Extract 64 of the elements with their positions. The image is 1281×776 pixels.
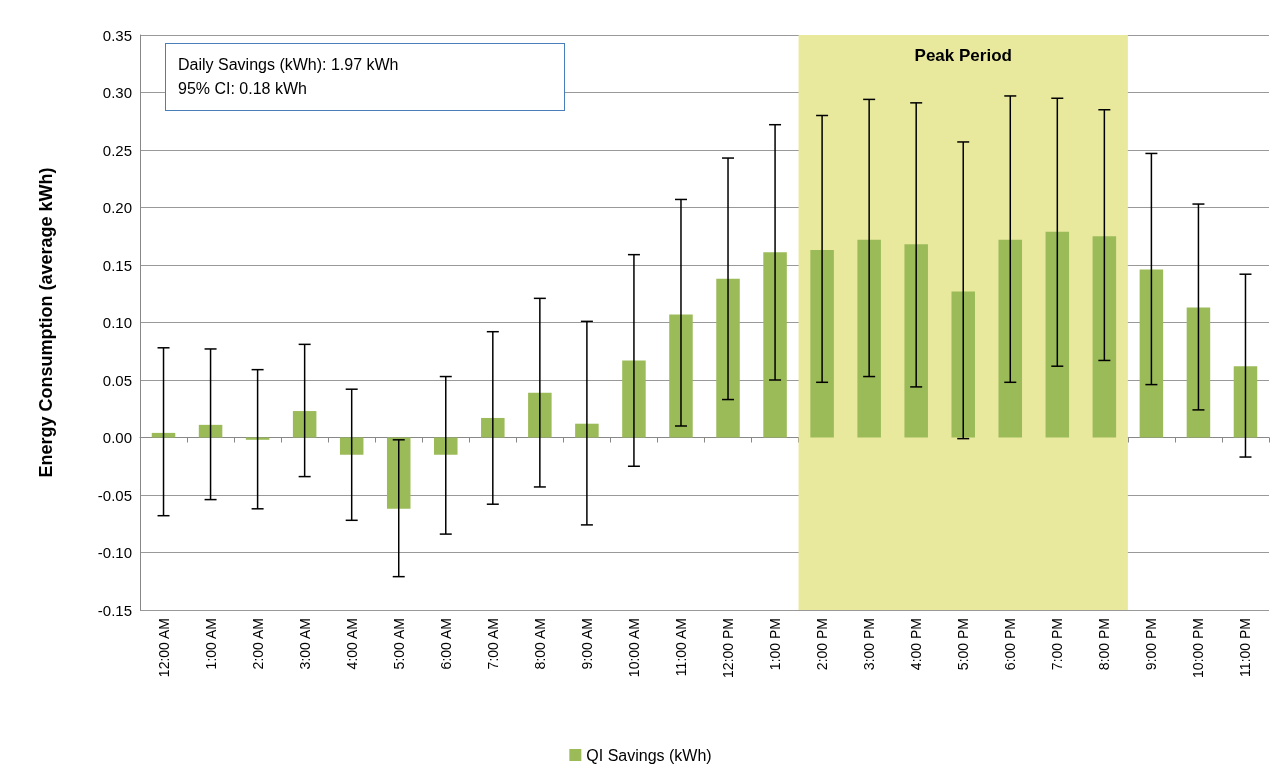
y-tick-label: 0.35 [102,26,132,44]
x-tick-label: 6:00 PM [1002,618,1019,671]
x-tick-label: 6:00 AM [437,618,454,670]
x-tick-label: 4:00 PM [908,618,925,671]
bar [716,278,740,438]
x-tick-label: 9:00 AM [578,618,595,670]
bar [763,252,787,438]
x-tick-label: 4:00 AM [343,618,360,670]
x-tick-label: 2:00 PM [814,618,831,671]
x-tick-label: 10:00 AM [625,618,642,678]
x-tick-label: 8:00 PM [1096,618,1113,671]
bar [292,411,317,438]
x-tick-label: 11:00 AM [672,618,689,677]
y-tick-label: 0.05 [102,371,132,389]
y-tick-label: 0.30 [102,84,132,101]
x-tick-label: 9:00 PM [1143,618,1160,671]
x-tick-label: 12:00 PM [720,618,737,678]
bar [528,392,552,438]
y-tick-label: 0.10 [102,314,132,331]
band-label: Peak Period [914,46,1012,65]
x-tick-label: 5:00 AM [390,618,407,670]
x-tick-label: 5:00 PM [955,618,972,671]
bar [481,417,505,438]
bar [434,437,458,455]
bar [575,423,599,438]
y-tick-label: 0.15 [102,256,132,274]
bar [151,432,176,438]
bar [1233,366,1258,438]
bar [1186,307,1211,438]
bar [386,437,411,509]
bar [951,291,975,438]
x-tick-label: 12:00 AM [155,618,172,678]
y-axis-title: Energy Consumption (average kWh) [36,167,56,478]
y-tick-label: -0.05 [97,486,132,504]
legend-label: QI Savings (kWh) [586,746,712,764]
y-tick-label: 0.25 [102,141,132,159]
bar [857,239,881,438]
y-tick-label: -0.15 [97,601,132,619]
y-tick-label: -0.10 [97,544,132,561]
x-tick-label: 3:00 PM [861,618,878,671]
y-tick-label: 0.00 [102,429,132,446]
x-tick-label: 10:00 PM [1190,618,1207,678]
x-tick-label: 8:00 AM [531,618,548,670]
x-tick-label: 3:00 AM [296,618,313,670]
bar [904,244,928,438]
bar [198,424,223,438]
x-tick-label: 2:00 AM [249,618,266,670]
bar [998,239,1023,438]
bar [1045,231,1070,438]
x-tick-label: 1:00 AM [202,618,219,670]
bar [1092,236,1117,438]
annotation: Daily Savings (kWh): 1.97 kWh [178,55,400,75]
bar [339,437,364,455]
bar [669,314,693,438]
bar [622,360,646,438]
x-tick-label: 1:00 PM [767,618,784,671]
bar [810,250,834,438]
annotation: 95% CI: 0.18 kWh [178,79,308,99]
x-tick-label: 7:00 PM [1049,618,1066,671]
text-box: Daily Savings (kWh): 1.97 kWh 95% CI: 0.18 kWh [165,43,565,111]
y-tick-label: 0.20 [102,199,132,216]
x-tick-label: 11:00 PM [1237,618,1254,677]
x-tick-label: 7:00 AM [484,618,501,670]
bar [1139,269,1164,438]
